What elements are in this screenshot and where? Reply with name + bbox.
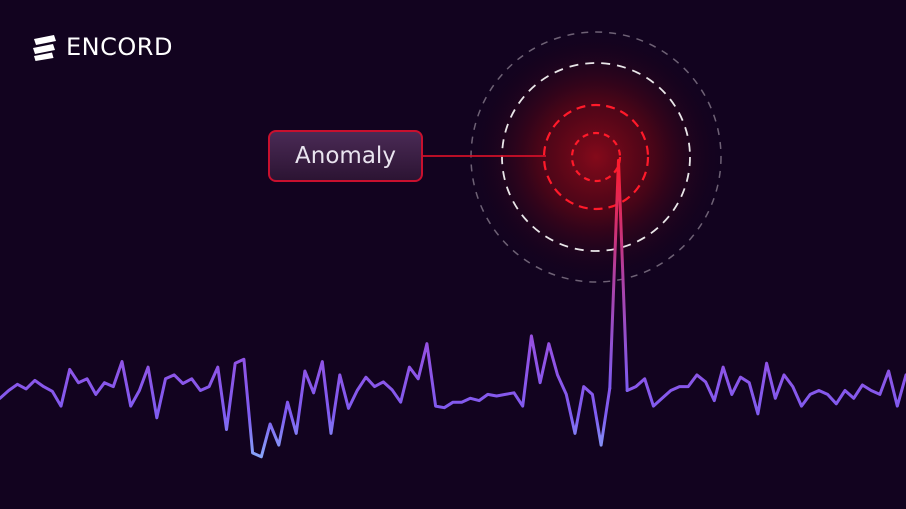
anomaly-ring-inner — [570, 131, 622, 183]
brand-name: ENCORD — [66, 33, 173, 61]
brand-logo: ENCORD — [30, 33, 173, 61]
signal-waveform — [0, 334, 906, 459]
anomaly-spike — [608, 158, 629, 392]
anomaly-ring-3 — [542, 103, 650, 211]
anomaly-callout: Anomaly — [268, 130, 423, 182]
anomaly-ring-outer — [470, 31, 722, 283]
anomaly-glow — [466, 27, 726, 287]
encord-logo-icon — [33, 35, 56, 61]
anomaly-ring-2 — [501, 62, 691, 252]
anomaly-label: Anomaly — [295, 143, 396, 169]
